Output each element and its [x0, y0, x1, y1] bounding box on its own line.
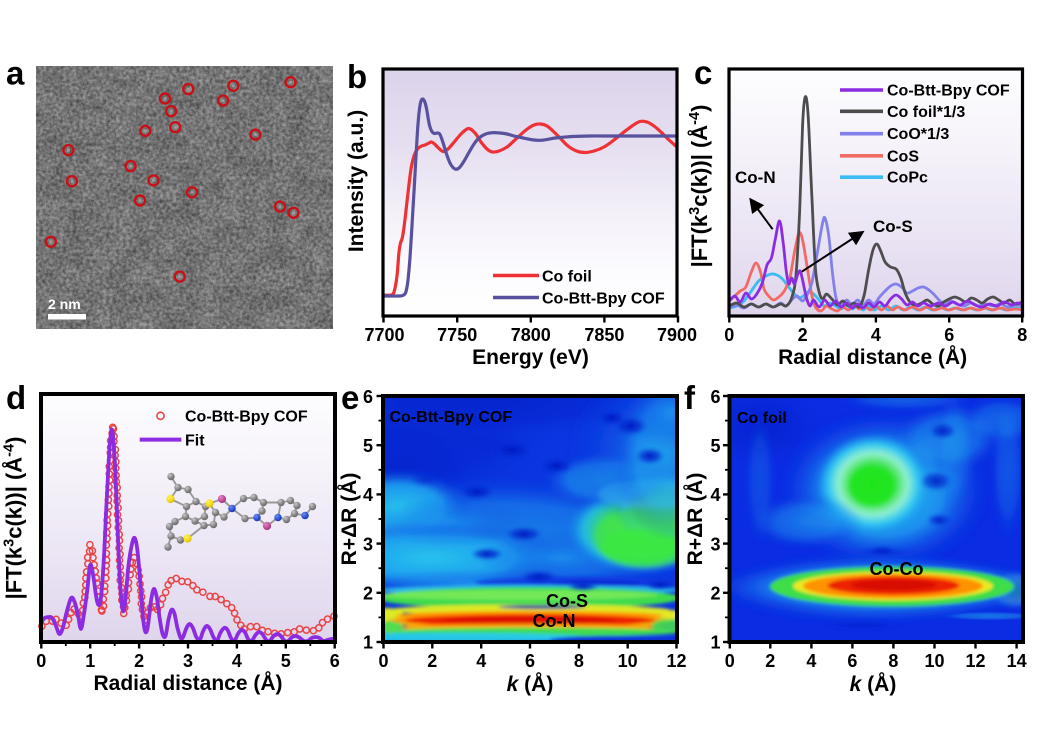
svg-text:e: e: [341, 379, 359, 416]
svg-text:6: 6: [330, 651, 340, 671]
svg-text:CoS: CoS: [887, 148, 919, 165]
svg-text:d: d: [6, 379, 26, 416]
svg-text:k (Å): k (Å): [507, 672, 554, 696]
svg-text:CoO*1/3: CoO*1/3: [887, 126, 949, 143]
svg-text:Radial distance (Å): Radial distance (Å): [778, 345, 967, 369]
svg-text:|FT(k3c(k))| (Å-4): |FT(k3c(k))| (Å-4): [1, 437, 27, 600]
svg-text:2: 2: [798, 325, 808, 345]
svg-text:14: 14: [1007, 651, 1027, 671]
svg-text:CoPc: CoPc: [887, 170, 928, 187]
svg-text:Energy (eV): Energy (eV): [472, 346, 589, 369]
svg-text:c: c: [694, 54, 712, 91]
svg-text:Co-Btt-Bpy COF: Co-Btt-Bpy COF: [390, 409, 513, 426]
svg-text:2: 2: [427, 651, 437, 671]
svg-text:6: 6: [710, 387, 720, 407]
svg-text:8: 8: [1017, 325, 1027, 345]
svg-text:R+ΔR (Å): R+ΔR (Å): [683, 473, 707, 566]
svg-text:3: 3: [183, 651, 193, 671]
svg-text:Radial distance (Å): Radial distance (Å): [93, 671, 282, 695]
svg-text:0: 0: [725, 651, 735, 671]
svg-text:10: 10: [618, 651, 638, 671]
svg-text:7700: 7700: [364, 325, 404, 345]
svg-text:0: 0: [378, 651, 388, 671]
svg-text:7750: 7750: [437, 325, 477, 345]
svg-text:2 nm: 2 nm: [48, 296, 81, 312]
svg-text:|FT(k3c(k))| (Å-4): |FT(k3c(k))| (Å-4): [686, 105, 712, 268]
svg-text:0: 0: [36, 651, 46, 671]
svg-text:2: 2: [765, 651, 775, 671]
svg-text:Co-Btt-Bpy COF: Co-Btt-Bpy COF: [887, 83, 1010, 100]
svg-text:8: 8: [574, 651, 584, 671]
svg-text:5: 5: [281, 651, 291, 671]
svg-text:6: 6: [363, 387, 373, 407]
svg-text:5: 5: [363, 436, 373, 456]
svg-text:5: 5: [710, 436, 720, 456]
svg-text:6: 6: [847, 651, 857, 671]
svg-text:4: 4: [710, 485, 720, 505]
svg-text:Co foil: Co foil: [542, 269, 592, 286]
svg-text:Co foil: Co foil: [737, 410, 787, 427]
svg-text:1: 1: [363, 633, 373, 653]
svg-text:Co foil*1/3: Co foil*1/3: [887, 104, 965, 121]
svg-text:k (Å): k (Å): [850, 672, 897, 696]
svg-text:4: 4: [232, 651, 242, 671]
svg-text:12: 12: [666, 651, 686, 671]
svg-text:2: 2: [134, 651, 144, 671]
svg-text:2: 2: [710, 584, 720, 604]
svg-text:f: f: [684, 379, 696, 416]
svg-text:Co-N: Co-N: [735, 168, 776, 187]
svg-text:7800: 7800: [511, 325, 551, 345]
svg-text:12: 12: [965, 651, 985, 671]
svg-text:4: 4: [476, 651, 486, 671]
svg-text:0: 0: [724, 325, 734, 345]
svg-text:4: 4: [806, 651, 816, 671]
svg-text:Co-N: Co-N: [533, 611, 576, 631]
svg-text:Intensity (a.u.): Intensity (a.u.): [345, 110, 368, 252]
svg-text:1: 1: [85, 651, 95, 671]
svg-text:Co-Btt-Bpy COF: Co-Btt-Bpy COF: [185, 409, 308, 426]
svg-text:3: 3: [710, 534, 720, 554]
svg-text:10: 10: [924, 651, 944, 671]
svg-text:3: 3: [363, 534, 373, 554]
svg-text:1: 1: [710, 633, 720, 653]
svg-text:Co-S: Co-S: [546, 591, 588, 611]
svg-text:Co-Btt-Bpy COF: Co-Btt-Bpy COF: [542, 291, 665, 308]
svg-text:Fit: Fit: [185, 433, 205, 450]
svg-text:Co-Co: Co-Co: [870, 559, 924, 579]
svg-text:6: 6: [525, 651, 535, 671]
svg-text:4: 4: [871, 325, 881, 345]
svg-text:b: b: [347, 58, 367, 95]
svg-text:7900: 7900: [657, 325, 697, 345]
svg-text:Co-S: Co-S: [873, 217, 913, 236]
svg-text:8: 8: [888, 651, 898, 671]
svg-text:6: 6: [944, 325, 954, 345]
svg-text:7850: 7850: [584, 325, 624, 345]
svg-text:R+ΔR (Å): R+ΔR (Å): [337, 473, 361, 566]
svg-text:2: 2: [363, 584, 373, 604]
svg-text:a: a: [6, 55, 25, 92]
svg-text:4: 4: [363, 485, 373, 505]
